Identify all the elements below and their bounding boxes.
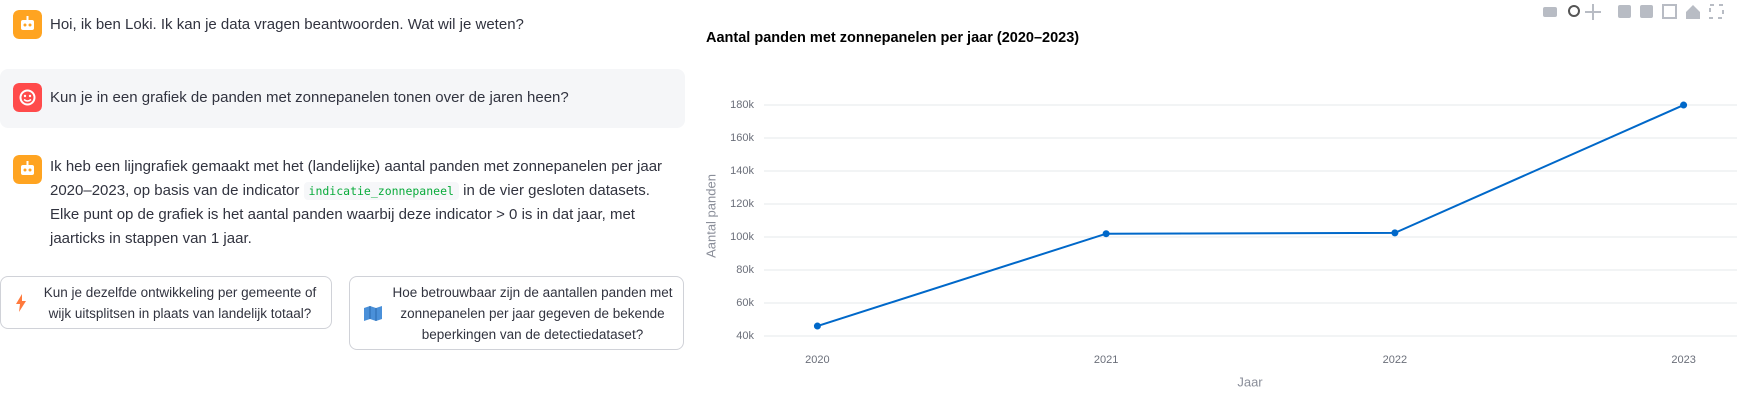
text: Ik heb een lijngrafiek gemaakt met het (… (50, 158, 663, 199)
x-tick-label: 2023 (1671, 354, 1695, 366)
zoom-out-icon[interactable] (1640, 5, 1653, 18)
bolt-icon (16, 294, 26, 312)
assistant-avatar (13, 10, 42, 39)
y-tick-label: 160k (730, 132, 754, 144)
suggestion-button[interactable]: Kun je dezelfde ontwikkeling per gemeent… (0, 276, 332, 329)
pan-icon[interactable] (1585, 4, 1601, 20)
point (1391, 229, 1399, 237)
user-avatar (13, 83, 42, 112)
y-tick-label: 180k (730, 99, 754, 111)
point (813, 322, 821, 330)
message-text: Hoi, ik ben Loki. Ik kan je data vragen … (50, 16, 524, 33)
x-axis-title: Jaar (1237, 374, 1263, 389)
y-tick-label: 120k (730, 198, 754, 210)
y-tick-label: 40k (736, 330, 754, 342)
zoom-icon[interactable] (1568, 5, 1580, 17)
text: in de vier gesloten datasets. Elke punt … (50, 182, 650, 247)
inline-code: indicatie_zonnepaneel (303, 182, 459, 200)
y-tick-label: 60k (736, 297, 754, 309)
point (1102, 230, 1110, 238)
autoscale-icon[interactable] (1662, 4, 1677, 19)
suggestion-button[interactable]: Hoe betrouwbaar zijn de aantallen panden… (349, 276, 684, 350)
assistant-message: Ik heb een lijngrafiek gemaakt met het (… (0, 155, 685, 255)
message-text: Kun je in een grafiek de panden met zonn… (50, 89, 569, 106)
assistant-message: Hoi, ik ben Loki. Ik kan je data vragen … (0, 10, 685, 46)
x-tick-label: 2021 (1094, 354, 1118, 366)
x-tick-label: 2020 (805, 354, 829, 366)
y-tick-label: 140k (730, 165, 754, 177)
x-tick-label: 2022 (1383, 354, 1407, 366)
fullscreen-icon[interactable] (1709, 4, 1724, 19)
toolbar (1543, 4, 1724, 20)
chart: Aantal panden met zonnepanelen per jaar … (703, 4, 1737, 389)
y-tick-label: 80k (736, 264, 754, 276)
chart-title: Aantal panden met zonnepanelen per jaar … (706, 30, 1079, 46)
point (1680, 101, 1688, 109)
y-tick-label: 100k (730, 231, 754, 243)
zoom-in-icon[interactable] (1618, 5, 1631, 18)
user-message: Kun je in een grafiek de panden met zonn… (0, 69, 685, 128)
map-icon (364, 306, 382, 321)
y-axis-title: Aantal panden (703, 174, 718, 258)
camera-icon[interactable] (1543, 7, 1557, 17)
line (817, 104, 1684, 328)
assistant-avatar (13, 155, 42, 184)
home-icon[interactable] (1686, 5, 1700, 19)
suggestion-text: Hoe betrouwbaar zijn de aantallen panden… (392, 285, 673, 342)
suggestion-text: Kun je dezelfde ontwikkeling per gemeent… (43, 285, 317, 321)
message-text: Ik heb een lijngrafiek gemaakt met het (… (50, 155, 672, 251)
